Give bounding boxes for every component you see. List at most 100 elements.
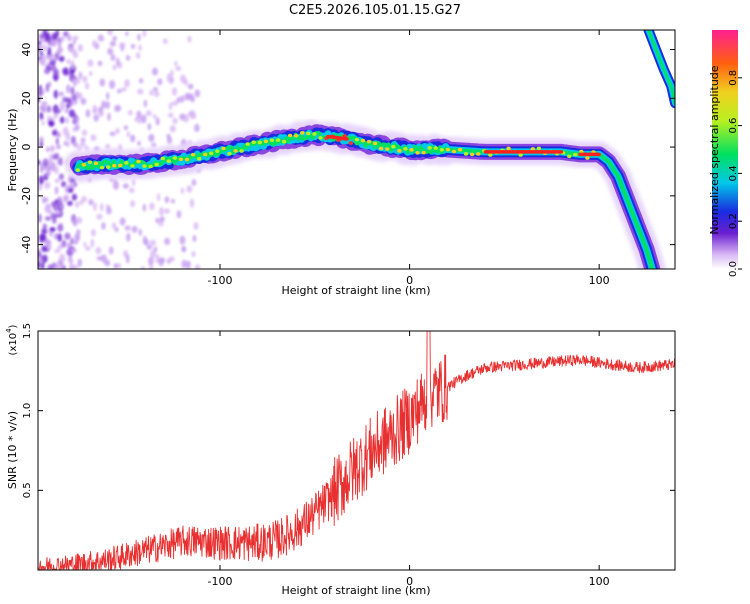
noise-speckle bbox=[45, 171, 51, 177]
noise-speckle bbox=[73, 239, 79, 245]
ridge-blob bbox=[518, 153, 523, 157]
noise-speckle bbox=[87, 59, 94, 68]
noise-speckle bbox=[90, 229, 96, 237]
noise-speckle bbox=[52, 129, 57, 136]
noise-speckle bbox=[44, 181, 51, 190]
noise-speckle bbox=[97, 60, 103, 67]
noise-speckle bbox=[122, 183, 129, 189]
noise-speckle bbox=[194, 264, 201, 269]
y-tick-label: 1.5 bbox=[22, 323, 33, 339]
colorbar-gradient bbox=[712, 30, 738, 269]
noise-speckle bbox=[72, 35, 79, 41]
noise-speckle bbox=[92, 104, 98, 114]
noise-speckle bbox=[130, 43, 136, 49]
noise-speckle bbox=[68, 109, 76, 118]
ridge-blob bbox=[451, 149, 457, 154]
noise-speckle bbox=[71, 48, 77, 55]
noise-speckle bbox=[47, 264, 54, 269]
noise-speckle bbox=[112, 35, 117, 42]
snr-y-scale-close: ) bbox=[8, 324, 19, 328]
snr-y-scale-exponent: 4 bbox=[5, 328, 13, 333]
noise-speckle bbox=[57, 40, 62, 49]
ridge-blob bbox=[354, 137, 360, 142]
noise-speckle bbox=[136, 110, 142, 119]
noise-speckle bbox=[39, 136, 44, 144]
noise-speckle bbox=[108, 80, 116, 89]
noise-speckle bbox=[124, 79, 130, 88]
noise-speckle bbox=[104, 259, 111, 267]
ridge-blob bbox=[397, 149, 402, 153]
ridge-blob bbox=[130, 164, 135, 168]
ridge-blob-group bbox=[75, 131, 596, 172]
noise-speckle bbox=[90, 134, 97, 142]
noise-speckle bbox=[81, 129, 88, 137]
noise-speckle bbox=[59, 253, 66, 263]
noise-speckle bbox=[148, 256, 154, 266]
noise-speckle bbox=[50, 144, 55, 154]
noise-speckle bbox=[38, 175, 44, 185]
noise-speckle bbox=[72, 94, 77, 101]
noise-speckle bbox=[42, 223, 48, 230]
ridge-blob bbox=[287, 133, 293, 138]
noise-speckle bbox=[128, 187, 135, 194]
noise-speckle bbox=[41, 254, 48, 263]
ridge-blob bbox=[87, 160, 93, 164]
noise-speckle bbox=[54, 248, 61, 254]
ridge-blob bbox=[184, 157, 190, 162]
ridge-blob bbox=[439, 147, 445, 152]
noise-speckle bbox=[90, 238, 95, 248]
noise-speckle bbox=[168, 256, 175, 263]
ridge-blob bbox=[269, 138, 275, 143]
y-tick-label: 1.0 bbox=[22, 403, 33, 419]
noise-speckle bbox=[175, 65, 182, 71]
noise-speckle bbox=[159, 257, 166, 264]
noise-speckle bbox=[149, 265, 154, 269]
noise-speckle bbox=[52, 202, 59, 212]
ridge-blob bbox=[294, 133, 299, 138]
noise-speckle bbox=[125, 254, 130, 264]
noise-speckle bbox=[54, 210, 61, 215]
ridge-blob bbox=[178, 157, 184, 162]
ridge-blob bbox=[227, 151, 232, 156]
ridge-blob bbox=[93, 161, 99, 166]
noise-speckle bbox=[54, 186, 59, 195]
noise-speckle bbox=[60, 35, 65, 43]
ridge-blob bbox=[172, 156, 178, 160]
noise-speckle bbox=[54, 52, 59, 61]
noise-speckle bbox=[105, 101, 110, 110]
noise-speckle bbox=[124, 225, 131, 231]
ridge-blob bbox=[166, 159, 172, 164]
noise-speckle bbox=[38, 182, 43, 191]
ridge-blob bbox=[124, 161, 129, 165]
ridge-blob bbox=[112, 163, 117, 168]
ridge-blob bbox=[281, 139, 287, 144]
noise-speckle bbox=[149, 89, 154, 96]
colorbar-label: Normalized spectral amplitude bbox=[708, 65, 721, 234]
noise-speckle bbox=[49, 161, 56, 171]
noise-speckle bbox=[151, 67, 159, 76]
noise-speckle bbox=[40, 261, 45, 269]
noise-speckle bbox=[76, 146, 83, 151]
y-tick-label: 40 bbox=[20, 43, 33, 57]
noise-speckle bbox=[108, 246, 114, 255]
ridge-blob bbox=[567, 154, 572, 159]
noise-speckle bbox=[142, 203, 147, 212]
x-tick-label: 100 bbox=[589, 575, 610, 588]
noise-speckle bbox=[155, 117, 160, 126]
noise-speckle bbox=[50, 40, 57, 47]
ridge-blob bbox=[239, 149, 244, 153]
noise-speckle bbox=[189, 198, 195, 208]
noise-speckle bbox=[71, 100, 76, 106]
ridge-blob bbox=[75, 168, 81, 172]
ridge-blob bbox=[536, 146, 542, 151]
noise-speckle bbox=[194, 123, 200, 133]
y-tick-label: 20 bbox=[20, 91, 33, 105]
ridge-blob bbox=[530, 147, 536, 151]
noise-speckle bbox=[138, 44, 142, 52]
noise-speckle bbox=[109, 40, 116, 47]
noise-speckle bbox=[63, 195, 67, 203]
noise-speckle bbox=[54, 108, 62, 114]
noise-speckle bbox=[137, 88, 144, 95]
noise-speckle bbox=[80, 97, 87, 105]
noise-speckle bbox=[38, 213, 42, 223]
